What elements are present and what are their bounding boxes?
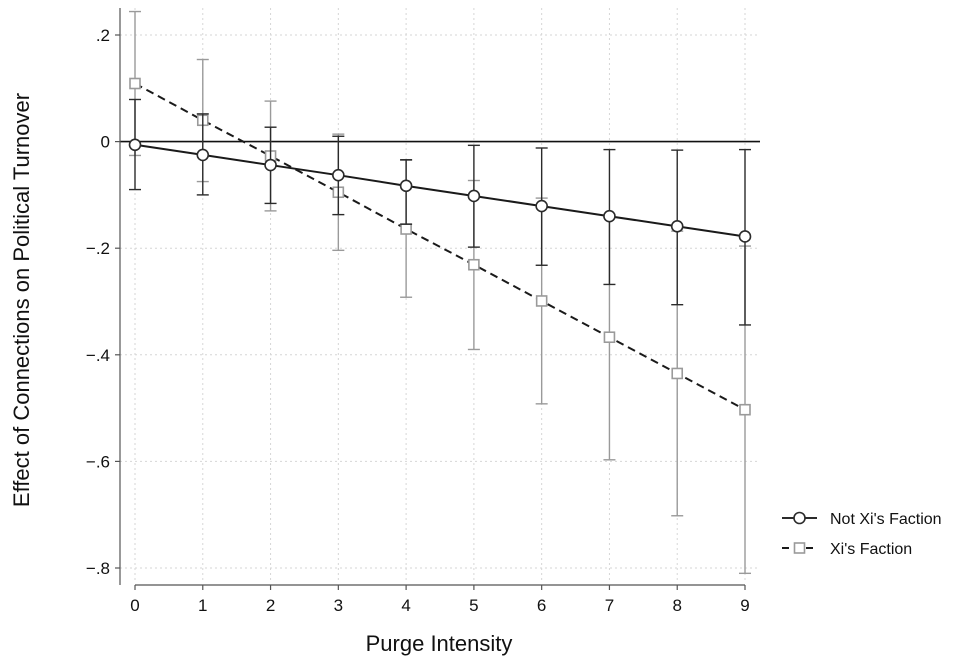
- point-xi-9: [739, 403, 751, 416]
- series-line-xi: [134, 82, 746, 411]
- y-tick-label-3: −.4: [86, 346, 110, 365]
- grid-layer: [120, 8, 760, 583]
- series-line-not-xi: [134, 143, 746, 238]
- point-not-xi-6: [535, 199, 548, 213]
- point-xi-7: [603, 331, 616, 344]
- point-xi-8: [671, 367, 684, 380]
- x-tick-label-9: 9: [740, 596, 749, 615]
- point-xi-4: [400, 223, 412, 235]
- point-not-xi-8: [670, 220, 684, 233]
- legend-item-not-xi: Not Xi's Faction: [782, 511, 942, 528]
- y-tick-label-1: 0: [101, 133, 110, 152]
- x-tick-label-5: 5: [469, 596, 478, 615]
- legend: Not Xi's Faction Xi's Faction: [782, 511, 942, 558]
- point-not-xi-1: [196, 148, 210, 162]
- y-tick-label-0: .2: [96, 26, 110, 45]
- x-tick-label-6: 6: [537, 596, 546, 615]
- point-not-xi-5: [467, 189, 481, 203]
- y-tick-label-2: −.2: [86, 239, 110, 258]
- y-tick-label-4: −.6: [86, 452, 110, 471]
- x-tick-label-4: 4: [401, 596, 410, 615]
- point-not-xi-0: [128, 138, 142, 152]
- y-axis-title: Effect of Connections on Political Turno…: [9, 93, 34, 507]
- series-xi-faction: [129, 10, 751, 575]
- legend-label-xi: Xi's Faction: [830, 541, 912, 558]
- legend-marker-circle: [793, 511, 806, 525]
- point-xi-6: [535, 295, 548, 307]
- x-tick-label-2: 2: [266, 596, 275, 615]
- legend-marker-square: [793, 542, 806, 554]
- point-xi-0: [129, 77, 141, 90]
- legend-item-xi: Xi's Faction: [782, 541, 912, 558]
- legend-label-not-xi: Not Xi's Faction: [830, 511, 942, 528]
- x-tick-label-0: 0: [130, 596, 139, 615]
- point-not-xi-3: [332, 168, 345, 182]
- x-tick-label-3: 3: [334, 596, 343, 615]
- x-tick-label-8: 8: [672, 596, 681, 615]
- x-tick-label-1: 1: [198, 596, 207, 615]
- point-not-xi-7: [603, 209, 616, 223]
- point-not-xi-2: [264, 158, 277, 172]
- axes-layer: .2 0 −.2 −.4 −.6 −.8 0 1 2 3 4 5 6 7 8 9: [86, 8, 760, 615]
- y-tick-label-5: −.8: [86, 559, 110, 578]
- series-not-xi-faction: [128, 98, 752, 326]
- x-axis-title: Purge Intensity: [366, 631, 513, 656]
- point-not-xi-9: [738, 230, 752, 243]
- point-xi-5: [468, 258, 480, 271]
- point-not-xi-4: [399, 179, 413, 193]
- x-tick-label-7: 7: [605, 596, 614, 615]
- series-layer: [128, 10, 752, 575]
